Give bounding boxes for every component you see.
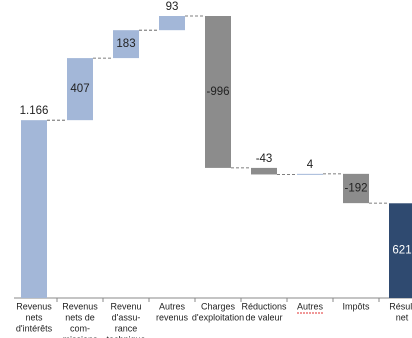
category-label: d'intérêts: [16, 323, 53, 333]
value-label: -192: [344, 183, 367, 195]
value-label: -43: [256, 153, 273, 165]
category-label: Impôts: [342, 301, 370, 311]
category-label: nets de: [65, 312, 95, 322]
value-label: 621: [392, 245, 411, 257]
category-label: Réductions: [241, 301, 287, 311]
category-label: com-: [70, 323, 90, 333]
category-label: d'exploitation: [192, 312, 244, 322]
category-label: nets: [25, 312, 43, 322]
category-label: Revenus: [16, 301, 52, 311]
category-label: net: [396, 312, 409, 322]
bar: [159, 16, 185, 31]
bar: [251, 167, 277, 175]
category-label: d'assu-: [112, 312, 141, 322]
bar: [205, 16, 231, 168]
category-label: technique: [106, 334, 145, 338]
category-label: de valeur: [245, 312, 282, 322]
bar: [113, 30, 139, 59]
bar: [21, 120, 47, 298]
value-label: -996: [206, 86, 229, 98]
bar: [67, 58, 93, 121]
category-label: Autres: [297, 301, 324, 311]
bar: [297, 173, 323, 175]
category-label: Résult: [389, 301, 412, 311]
value-label: 1.166: [20, 105, 49, 117]
category-label: Revenu: [110, 301, 141, 311]
value-label: 93: [166, 1, 179, 13]
value-label: 407: [70, 83, 89, 95]
category-label: rance: [115, 323, 138, 333]
category-label: revenus: [156, 312, 189, 322]
value-label: 183: [116, 38, 135, 50]
value-label: 4: [307, 159, 314, 171]
bar: [389, 203, 412, 298]
bar: [343, 173, 369, 204]
category-label: Charges: [201, 301, 236, 311]
category-label: Revenus: [62, 301, 98, 311]
category-label: missions: [62, 334, 98, 338]
category-label: Autres: [159, 301, 186, 311]
